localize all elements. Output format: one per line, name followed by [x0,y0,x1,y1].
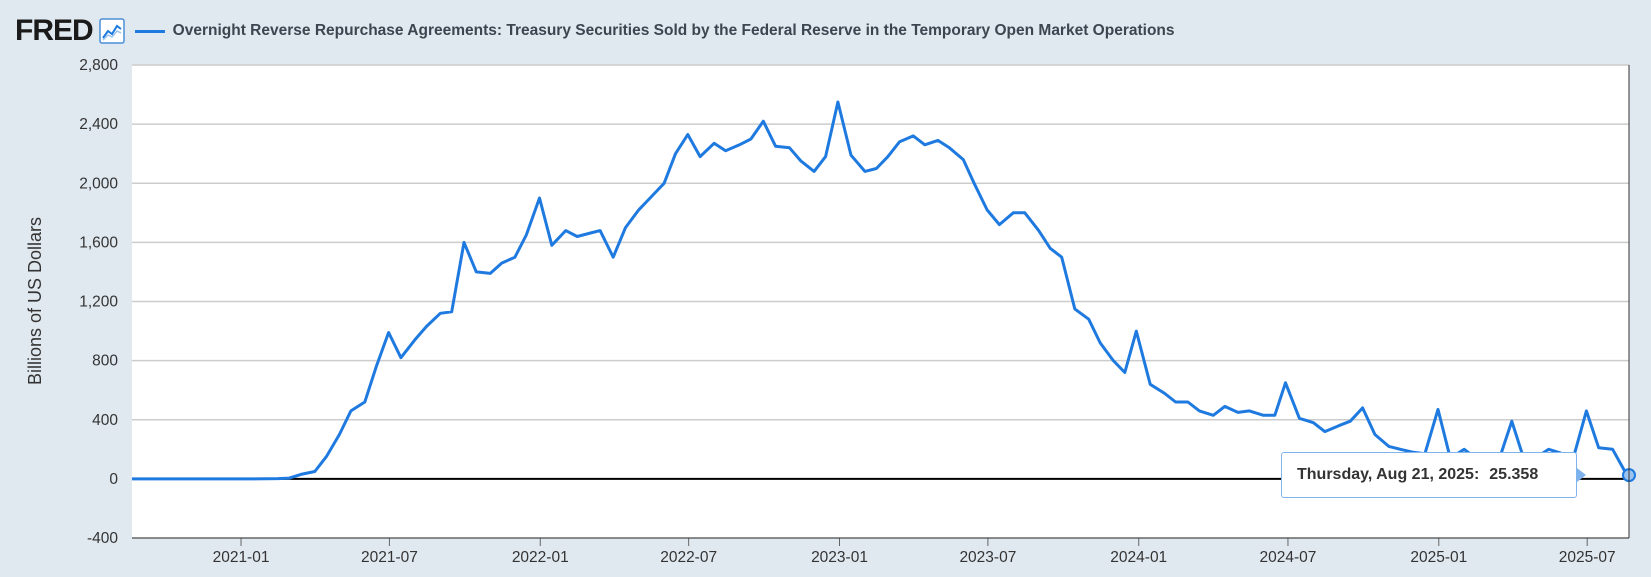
y-tick-label: -400 [87,530,118,547]
chart-title: Overnight Reverse Repurchase Agreements:… [172,22,1175,39]
x-tick-label: 2022-07 [660,549,717,566]
x-tick-label: 2024-07 [1260,549,1317,566]
y-tick-label: 2,800 [79,57,118,74]
y-tick-label: 2,000 [79,175,118,192]
x-tick-label: 2023-01 [811,549,868,566]
line-chart-icon[interactable] [98,18,125,44]
series-line[interactable] [132,100,1631,481]
y-tick-label: 400 [92,412,118,429]
x-tick-label: 2022-01 [512,549,569,566]
fred-logo[interactable]: FRED [15,14,94,47]
x-tick-label: 2021-07 [361,549,418,566]
chart-header: FRED Overnight Reverse Repurchase Agreem… [15,14,1175,48]
tooltip-arrow [1577,468,1586,482]
y-tick-label: 0 [109,471,118,488]
tooltip-value: 25.358 [1489,466,1539,483]
x-tick-label: 2023-07 [959,549,1016,566]
x-tick-label: 2021-01 [213,549,270,566]
y-tick-label: 1,200 [79,294,118,311]
tooltip-date: Thursday, Aug 21, 2025: [1297,466,1480,483]
x-tick-label: 2025-01 [1410,549,1467,566]
y-axis-label: Billions of US Dollars [25,217,45,385]
legend-swatch [134,29,165,33]
x-tick-label: 2025-07 [1559,549,1616,566]
data-tooltip: Thursday, Aug 21, 2025: 25.358 [1281,452,1577,498]
y-tick-label: 800 [92,353,118,370]
y-tick-label: 2,400 [79,116,118,133]
y-tick-label: 1,600 [79,234,118,251]
x-tick-label: 2024-01 [1110,549,1167,566]
